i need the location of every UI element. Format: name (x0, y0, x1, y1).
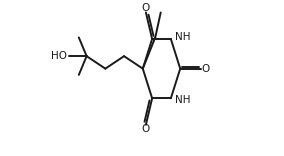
Text: O: O (141, 3, 149, 13)
Text: HO: HO (51, 51, 67, 61)
Text: NH: NH (175, 95, 191, 105)
Text: O: O (202, 64, 210, 74)
Text: NH: NH (175, 32, 191, 42)
Text: O: O (141, 124, 149, 134)
